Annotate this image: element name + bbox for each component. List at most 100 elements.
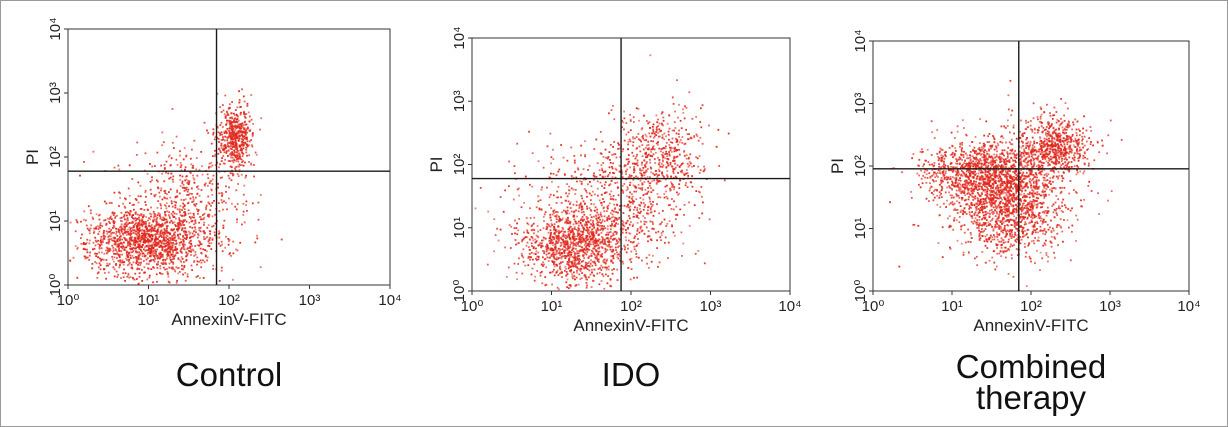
event-dot	[636, 214, 639, 217]
event-dot	[236, 153, 238, 156]
event-dot	[550, 238, 552, 241]
event-dot	[632, 215, 635, 218]
event-dot	[578, 232, 580, 235]
event-dot	[125, 252, 128, 254]
event-dot	[549, 216, 552, 219]
event-dot	[138, 275, 141, 278]
event-dot	[606, 266, 608, 269]
event-dot	[549, 232, 552, 235]
event-dot	[230, 156, 232, 159]
event-dot	[651, 204, 654, 206]
event-dot	[638, 119, 640, 122]
event-dot	[566, 218, 569, 221]
event-dot	[200, 189, 203, 191]
event-dot	[538, 207, 541, 210]
event-dot	[123, 214, 126, 216]
event-dot	[144, 241, 147, 244]
event-dot	[566, 206, 569, 209]
event-dot	[586, 195, 588, 198]
event-dot	[663, 138, 666, 141]
event-dot	[231, 117, 233, 120]
event-dot	[543, 252, 546, 255]
event-dot	[982, 179, 984, 182]
event-dot	[196, 236, 199, 239]
event-dot	[574, 284, 577, 287]
event-dot	[157, 180, 159, 183]
event-dot	[637, 242, 640, 245]
event-dot	[971, 204, 974, 206]
event-dot	[241, 155, 244, 157]
event-dot	[960, 192, 963, 195]
event-dot	[616, 218, 618, 221]
event-dot	[657, 141, 659, 144]
event-dot	[665, 190, 667, 193]
event-dot	[595, 250, 598, 253]
event-dot	[86, 256, 89, 259]
event-dot	[138, 220, 141, 222]
event-dot	[676, 164, 679, 167]
event-dot	[654, 162, 656, 164]
event-dot	[134, 241, 137, 243]
event-dot	[613, 172, 616, 175]
event-dot	[564, 230, 567, 233]
event-dot	[553, 212, 555, 214]
event-dot	[618, 237, 620, 240]
event-dot	[229, 147, 232, 150]
event-dot	[220, 147, 223, 149]
event-dot	[667, 241, 670, 244]
event-dot	[683, 117, 686, 120]
event-dot	[674, 218, 677, 221]
event-dot	[156, 216, 159, 219]
event-dot	[209, 230, 212, 233]
event-dot	[665, 195, 668, 198]
event-dot	[165, 242, 168, 245]
event-dot	[679, 119, 682, 122]
event-dot	[672, 208, 675, 211]
event-dot	[149, 240, 152, 243]
event-dot	[598, 246, 601, 249]
event-dot	[186, 194, 188, 196]
event-dot	[167, 252, 169, 254]
event-dot	[649, 54, 652, 57]
event-dot	[147, 241, 150, 244]
event-dot	[164, 213, 166, 215]
event-dot	[631, 225, 634, 227]
event-dot	[220, 144, 223, 147]
event-dot	[647, 168, 649, 170]
event-dot	[194, 253, 197, 256]
event-dot	[507, 266, 510, 269]
event-dot	[155, 179, 158, 182]
event-dot	[666, 175, 669, 178]
event-dot	[545, 247, 548, 250]
event-dot	[617, 186, 619, 189]
event-dot	[1033, 161, 1036, 164]
event-dot	[243, 100, 246, 103]
event-dot	[228, 239, 231, 241]
event-dot	[560, 253, 563, 255]
event-dot	[539, 242, 542, 245]
event-dot	[161, 273, 164, 275]
event-dot	[242, 160, 244, 162]
event-dot	[227, 141, 229, 144]
event-dot	[625, 222, 627, 225]
event-dot	[609, 284, 611, 287]
event-dot	[180, 256, 183, 258]
event-dot	[138, 257, 141, 260]
event-dot	[123, 248, 126, 251]
event-dot	[157, 263, 159, 266]
event-dot	[132, 225, 135, 227]
event-dot	[143, 271, 145, 274]
event-dot	[238, 99, 241, 101]
event-dot	[582, 251, 585, 254]
event-dot	[155, 225, 157, 227]
event-dot	[656, 247, 658, 249]
event-dot	[131, 239, 133, 242]
event-dot	[74, 245, 77, 247]
event-dot	[636, 276, 638, 279]
event-dot	[591, 264, 594, 267]
event-dot	[649, 200, 651, 203]
event-dot	[244, 161, 246, 164]
event-dot	[173, 268, 176, 271]
event-dot	[197, 234, 200, 237]
event-dot	[610, 212, 612, 215]
